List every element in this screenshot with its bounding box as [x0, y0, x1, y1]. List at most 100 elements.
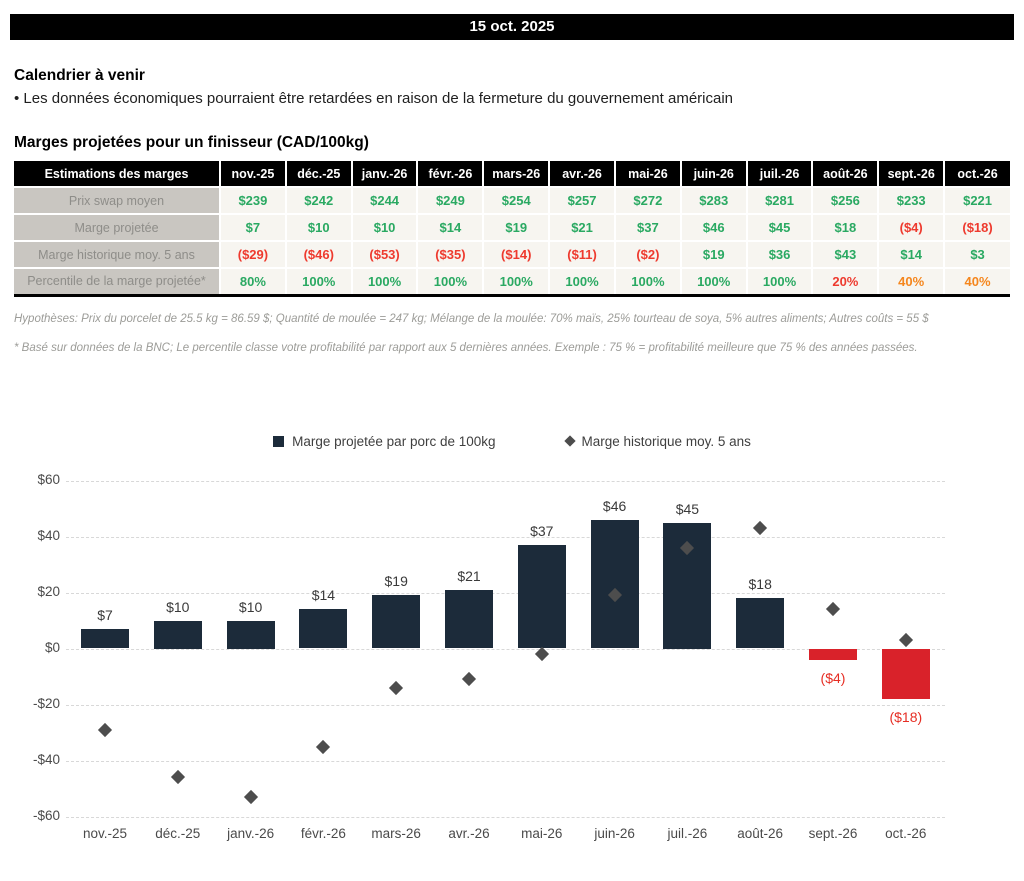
table-cell: $18	[811, 213, 879, 241]
gridline	[66, 592, 945, 594]
bar-value-label: $18	[748, 576, 772, 593]
row-label: Marge projetée	[14, 213, 220, 241]
table-cell: ($18)	[943, 213, 1010, 241]
percentile-footnote: * Basé sur données de la BNC; Le percent…	[14, 341, 918, 354]
month-column-header: oct.-26	[943, 161, 1010, 187]
y-axis-tick: $60	[37, 471, 60, 487]
month-column-header: mars-26	[482, 161, 550, 187]
margins-chart: Marge projetée par porc de 100kg Marge h…	[0, 428, 1024, 868]
y-axis-tick: $20	[37, 583, 60, 599]
month-column-header: nov.-25	[219, 161, 286, 187]
calendar-section-title: Calendrier à venir	[14, 67, 145, 84]
bar-value-label: $46	[602, 497, 627, 514]
table-cell: ($14)	[482, 240, 550, 268]
x-axis-label: oct.-26	[885, 825, 927, 841]
table-cell: 100%	[745, 267, 813, 295]
table-cell: 80%	[219, 267, 286, 295]
table-cell: $21	[548, 213, 615, 241]
table-header-row: Estimations des marges nov.-25 déc.-25 janv…	[14, 161, 1010, 187]
table-cell: $45	[745, 213, 813, 241]
bar	[809, 648, 857, 660]
diamond-marker	[898, 633, 913, 648]
diamond-marker	[753, 521, 768, 536]
table-cell: $249	[416, 186, 484, 214]
diamond-series-label: Marge historique moy. 5 ans	[581, 433, 751, 449]
table-cell: $36	[745, 240, 813, 268]
bar	[81, 628, 129, 649]
table-cell: $281	[745, 186, 813, 214]
month-column-header: janv.-26	[350, 161, 418, 187]
diamond-marker	[243, 789, 258, 804]
margins-table: Estimations des marges nov.-25 déc.-25 janv…	[14, 161, 1010, 297]
table-row: Prix swap moyen $239 $242 $244 $249 $254 $257 $…	[14, 186, 1010, 214]
bar	[299, 609, 348, 649]
bar-value-label: $10	[238, 598, 263, 615]
bar	[445, 589, 493, 649]
bar-value-label: ($18)	[889, 708, 923, 725]
table-cell: ($2)	[613, 240, 681, 268]
month-column-header: déc.-25	[284, 161, 352, 187]
table-cell: $10	[350, 213, 418, 241]
margins-table-title: Marges projetées pour un finisseur (CAD/…	[14, 134, 369, 151]
table-cell: ($11)	[548, 240, 615, 268]
x-axis-label: sept.-26	[808, 825, 858, 841]
table-cell: $3	[943, 240, 1010, 268]
month-column-header: févr.-26	[416, 161, 484, 187]
table-cell: $272	[613, 186, 681, 214]
bar	[226, 620, 275, 649]
bar-value-label: $19	[384, 573, 408, 590]
table-cell: $256	[811, 186, 879, 214]
bar	[590, 519, 639, 649]
month-column-header: avr.-26	[548, 161, 615, 187]
table-cell: $244	[350, 186, 418, 214]
table-cell: $46	[679, 213, 747, 241]
legend-item-bars: Marge projetée par porc de 100kg	[273, 434, 496, 449]
table-cell: ($46)	[284, 240, 352, 268]
calendar-bullet-item: • Les données économiques pourraient êtr…	[14, 90, 734, 107]
table-corner-header: Estimations des marges	[14, 161, 220, 187]
table-cell: ($29)	[219, 240, 286, 268]
table-cell: $14	[416, 213, 484, 241]
table-cell: $43	[811, 240, 879, 268]
row-label: Prix swap moyen	[14, 186, 220, 214]
row-label: Marge historique moy. 5 ans	[14, 240, 220, 268]
table-cell: ($53)	[350, 240, 418, 268]
date-banner: 15 oct. 2025	[10, 14, 1014, 40]
table-cell: $19	[679, 240, 747, 268]
x-axis-label: août-26	[737, 825, 784, 841]
x-axis-label: avr.-26	[448, 825, 490, 841]
table-cell: $19	[482, 213, 550, 241]
month-column-header: juil.-26	[745, 161, 813, 187]
month-column-header: juin-26	[679, 161, 747, 187]
table-cell: $37	[613, 213, 681, 241]
table-cell: $283	[679, 186, 747, 214]
bar	[372, 595, 421, 649]
table-cell: 40%	[877, 267, 945, 295]
table-cell: $257	[548, 186, 615, 214]
x-axis-label: févr.-26	[300, 825, 346, 841]
table-row: Marge historique moy. 5 ans ($29) ($46) ($5…	[14, 240, 1010, 268]
bar-value-label: $37	[530, 522, 554, 539]
gridline	[66, 760, 945, 762]
diamond-marker	[316, 739, 331, 754]
bar-value-label: $21	[457, 567, 481, 584]
table-cell: ($35)	[416, 240, 484, 268]
bar-value-label: $10	[166, 598, 190, 615]
diamond-marker	[461, 672, 477, 687]
chart-legend: Marge projetée par porc de 100kg Marge h…	[0, 434, 1024, 449]
bar-series-swatch-icon	[273, 435, 285, 447]
row-label: Percentile de la marge projetée*	[14, 267, 220, 295]
table-cell: $14	[877, 240, 945, 268]
table-cell: $242	[284, 186, 352, 214]
table-cell: 100%	[679, 267, 747, 295]
month-column-header: mai-26	[613, 161, 681, 187]
table-cell: 100%	[482, 267, 550, 295]
y-axis-tick: $40	[37, 527, 60, 543]
table-cell: 40%	[943, 267, 1010, 295]
x-axis-label: mai-26	[521, 825, 563, 841]
report-page: { "header": { "date": "15 oct. 2025" }, …	[0, 14, 1024, 881]
table-cell: 100%	[284, 267, 352, 295]
table-row: Percentile de la marge projetée* 80% 100% 1…	[14, 267, 1010, 295]
table-cell: $221	[943, 186, 1010, 214]
table-cell: $7	[219, 213, 286, 241]
